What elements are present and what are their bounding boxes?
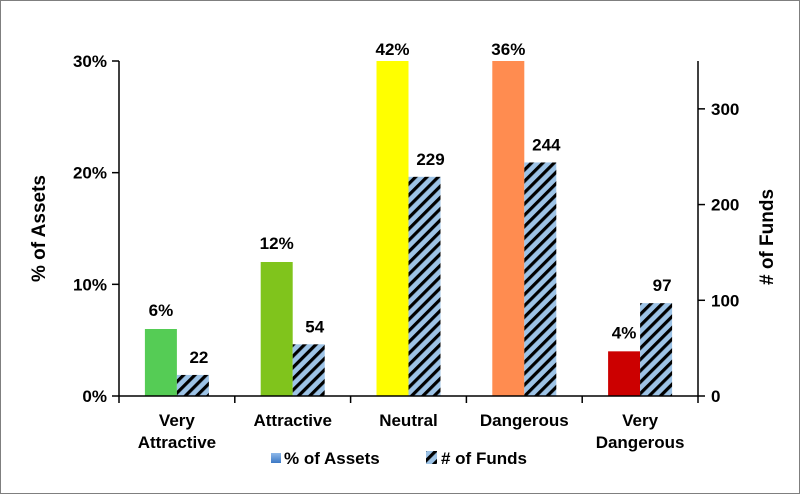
legend: % of Assets # of Funds	[271, 449, 527, 468]
y-right-tick-label: 200	[711, 196, 739, 215]
assets-value-label: 4%	[612, 323, 637, 342]
x-tick-label: Dangerous	[596, 433, 685, 452]
funds-bar	[524, 162, 557, 396]
assets-value-label: 12%	[260, 234, 294, 253]
x-tick-label: Dangerous	[480, 411, 569, 430]
assets-value-label: 36%	[491, 40, 525, 59]
funds-bar	[640, 303, 673, 396]
funds-bars	[176, 162, 673, 396]
funds-value-label: 22	[189, 348, 208, 367]
legend-label-assets: % of Assets	[284, 449, 380, 468]
legend-label-funds: # of Funds	[441, 449, 527, 468]
value-labels: 6% 22 12% 54 42% 229 36% 244 4% 97	[149, 40, 672, 367]
funds-value-label: 97	[653, 276, 672, 295]
x-tick-label: Attractive	[253, 411, 331, 430]
y-left-tick-label: 30%	[73, 52, 107, 71]
x-tick-label: Very	[622, 411, 658, 430]
assets-bar	[608, 351, 641, 396]
axes: Very Attractive Attractive Neutral Dangerous…	[29, 52, 778, 452]
legend-swatch-funds	[426, 451, 437, 464]
y-left-tick-label: 0%	[82, 387, 107, 406]
assets-bar	[144, 329, 177, 396]
assets-bar	[376, 61, 409, 396]
x-tick-label: Very	[159, 411, 195, 430]
funds-value-label: 229	[416, 150, 444, 169]
assets-value-label: 6%	[149, 301, 174, 320]
assets-bar	[260, 262, 293, 396]
y-left-tick-label: 20%	[73, 164, 107, 183]
x-tick-label: Attractive	[138, 433, 216, 452]
assets-bar	[492, 61, 525, 396]
y-right-tick-label: 0	[711, 387, 720, 406]
y-left-tick-label: 10%	[73, 275, 107, 294]
legend-swatch-assets	[271, 453, 281, 463]
y-right-tick-label: 300	[711, 100, 739, 119]
funds-value-label: 54	[305, 317, 324, 336]
funds-value-label: 244	[532, 135, 561, 154]
assets-value-label: 42%	[375, 40, 409, 59]
y-left-axis-title: % of Assets	[29, 175, 50, 282]
y-right-tick-label: 100	[711, 291, 739, 310]
assets-bars	[144, 61, 641, 396]
funds-bar	[408, 176, 441, 396]
x-tick-label: Neutral	[379, 411, 438, 430]
funds-bar	[292, 344, 325, 396]
y-right-axis-title: # of Funds	[757, 189, 778, 285]
funds-bar	[176, 374, 209, 396]
